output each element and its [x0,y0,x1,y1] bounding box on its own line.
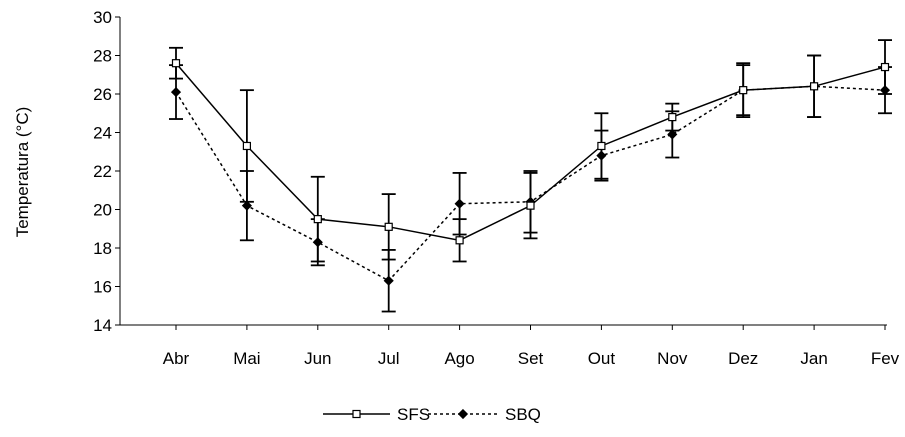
legend-marker-sbq [457,408,469,420]
x-tick-label: Nov [657,349,688,368]
x-tick-label: Abr [163,349,190,368]
data-point [384,222,393,231]
x-tick-label: Fev [871,349,900,368]
legend: SFS SBQ [323,405,541,424]
data-point [455,236,464,245]
series-sfs [169,39,892,263]
y-tick-label: 28 [93,47,112,66]
legend-label-sbq: SBQ [505,405,541,424]
x-tick-label: Set [518,349,544,368]
x-tick-label: Out [588,349,616,368]
legend-item-sfs: SFS [323,405,430,424]
y-axis-ticks: 14 16 18 20 22 24 26 28 30 [93,8,120,335]
data-point [668,112,677,122]
y-tick-label: 24 [93,124,112,143]
y-tick-label: 20 [93,201,112,220]
y-tick-label: 30 [93,8,112,27]
data-point [171,59,181,68]
data-point [242,141,251,151]
data-point [526,201,535,210]
x-tick-label: Jan [800,349,827,368]
y-tick-label: 22 [93,162,112,181]
x-tick-label: Dez [728,349,758,368]
y-tick-label: 14 [93,316,112,335]
x-tick-label: Ago [444,349,474,368]
data-point [241,200,252,211]
legend-label-sfs: SFS [397,405,430,424]
x-tick-label: Jun [304,349,331,368]
data-point [880,62,890,72]
y-tick-label: 18 [93,239,112,258]
data-point [170,87,182,98]
data-point [809,82,819,91]
y-axis-title: Temperatura (°C) [13,107,32,238]
x-tick-label: Mai [233,349,260,368]
data-point [383,275,394,286]
legend-marker-sfs [352,409,361,419]
data-point [454,198,465,209]
y-tick-label: 26 [93,85,112,104]
y-tick-label: 16 [93,278,112,297]
data-point [667,129,678,140]
x-axis-ticks: Abr Mai Jun Jul Ago Set Out Nov Dez Jan Fev [163,325,900,368]
data-point [597,141,606,151]
x-tick-label: Jul [378,349,400,368]
axes [119,17,887,326]
data-point [313,215,322,224]
series-layer [169,39,892,313]
data-point [739,86,748,95]
legend-item-sbq: SBQ [428,405,541,424]
